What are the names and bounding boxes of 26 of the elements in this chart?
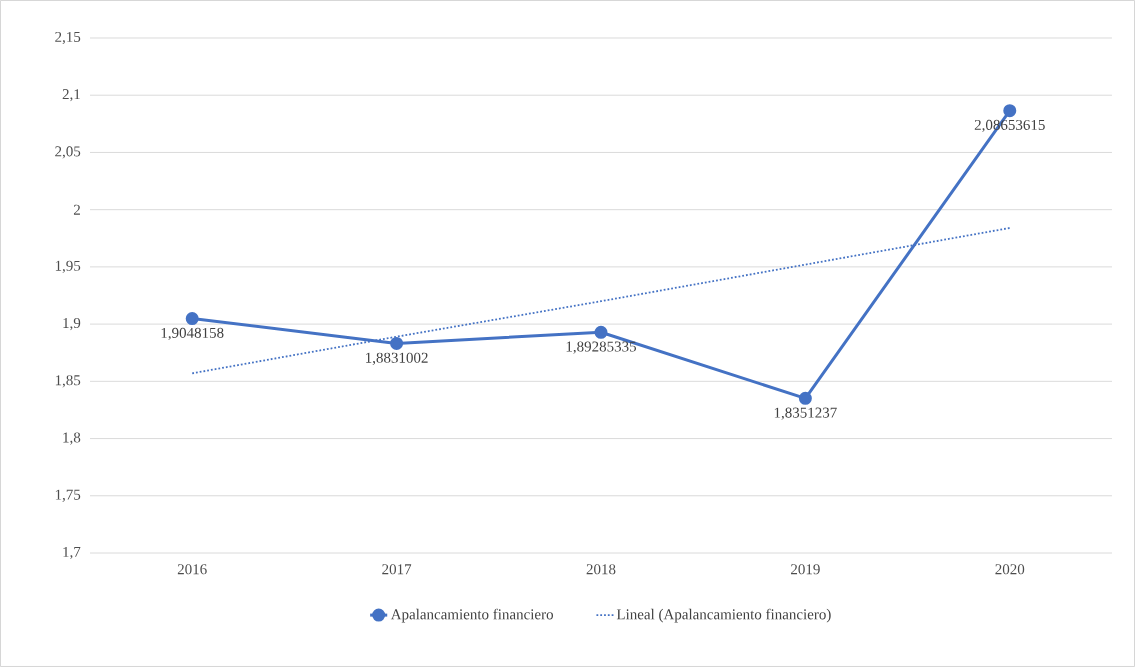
y-tick-label: 2,15	[55, 31, 81, 45]
y-tick-label: 2	[73, 204, 80, 215]
x-tick-label: 2017	[382, 564, 412, 575]
data-label: 1,89285335	[566, 341, 637, 354]
y-tick-label: 2,1	[62, 89, 80, 102]
y-tick-label: 1,95	[55, 260, 81, 274]
x-tick-label: 2018	[586, 564, 616, 575]
legend-label: Lineal (Apalancamiento financiero)	[616, 608, 831, 623]
data-label: 1,9048158	[161, 327, 224, 341]
point	[185, 312, 199, 326]
y-tick-label: 1,75	[55, 489, 81, 502]
data-label: 1,8831002	[366, 352, 428, 365]
y-tick-label: 1,8	[63, 432, 81, 445]
y-tick-label: 2,05	[55, 146, 81, 159]
point	[1003, 104, 1017, 118]
y-tick-label: 1,7	[63, 546, 81, 560]
y-tick-label: 1,85	[55, 375, 81, 388]
data-label: 1,8351237	[774, 407, 837, 420]
legend-label: Apalancamiento financiero	[390, 608, 553, 623]
x-tick-label: 2020	[995, 564, 1025, 575]
point	[594, 325, 608, 339]
point	[390, 336, 404, 350]
x-tick-label: 2016	[177, 564, 207, 575]
y-tick-label: 1,9	[63, 317, 81, 331]
x-tick-label: 2019	[791, 564, 820, 575]
point	[798, 391, 812, 405]
